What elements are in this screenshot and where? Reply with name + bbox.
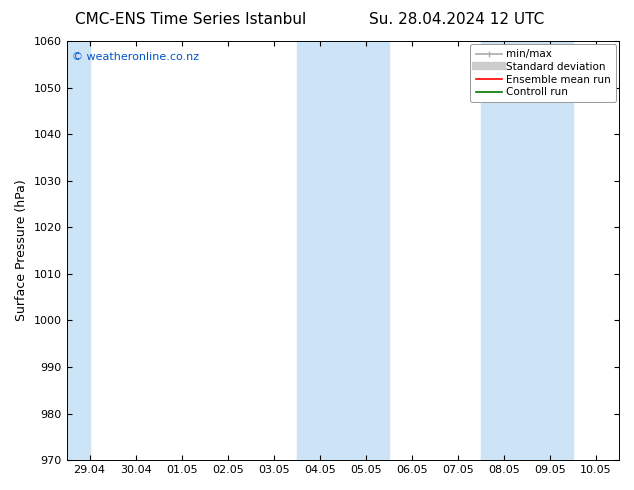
- Bar: [297, 41, 389, 460]
- Bar: [481, 41, 573, 460]
- Legend: min/max, Standard deviation, Ensemble mean run, Controll run: min/max, Standard deviation, Ensemble me…: [470, 44, 616, 102]
- Y-axis label: Surface Pressure (hPa): Surface Pressure (hPa): [15, 180, 28, 321]
- Text: CMC-ENS Time Series Istanbul: CMC-ENS Time Series Istanbul: [75, 12, 306, 27]
- Text: © weatheronline.co.nz: © weatheronline.co.nz: [72, 51, 199, 62]
- Text: Su. 28.04.2024 12 UTC: Su. 28.04.2024 12 UTC: [369, 12, 544, 27]
- Bar: [67, 41, 89, 460]
